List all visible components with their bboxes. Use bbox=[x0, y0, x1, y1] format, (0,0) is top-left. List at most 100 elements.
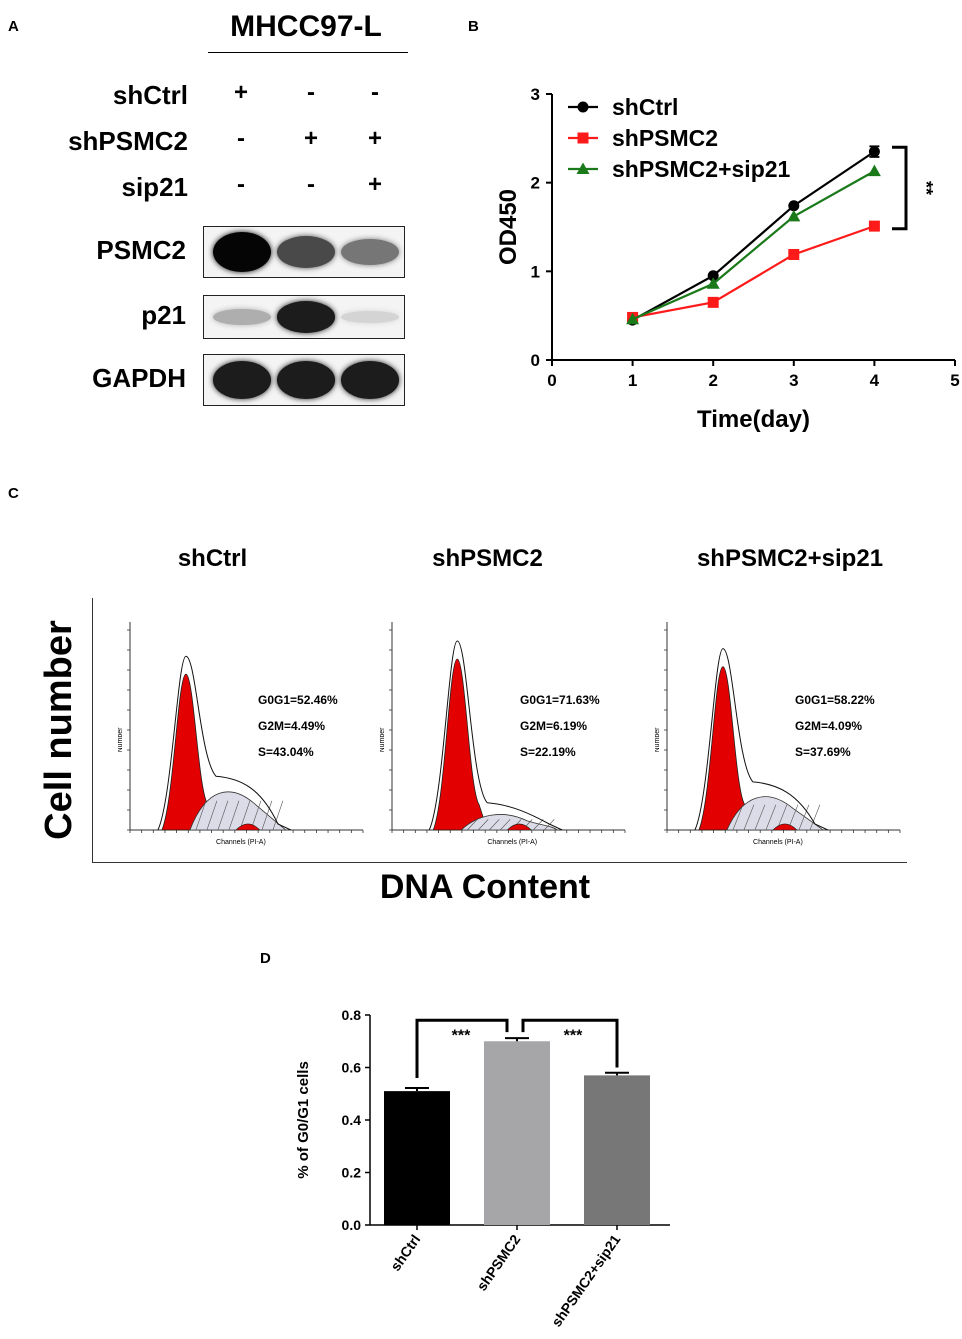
s-phase-area bbox=[460, 814, 559, 831]
s-phase-hatch bbox=[754, 804, 766, 831]
x-tick-label: 0 bbox=[547, 371, 556, 390]
s-phase-hatch bbox=[533, 819, 544, 831]
condition-sign: - bbox=[307, 171, 315, 198]
x-tick-label: shCtrl bbox=[387, 1232, 423, 1274]
significance-label: *** bbox=[452, 1027, 471, 1044]
data-point bbox=[706, 277, 720, 289]
s-phase-hatch bbox=[272, 800, 284, 831]
g0g1-bar-chart: 0.0 0.2 0.4 0.6 0.8 % of G0/G1 cells shCtrl shP… bbox=[295, 1007, 670, 1330]
x-tick-label: 1 bbox=[628, 371, 637, 390]
g0g1-peak bbox=[698, 666, 754, 831]
s-stat: S=22.19% bbox=[520, 745, 576, 759]
y-tick-label: 0 bbox=[531, 351, 540, 370]
data-point bbox=[788, 248, 800, 260]
s-phase-hatch bbox=[228, 800, 240, 831]
panel-label-a: A bbox=[8, 18, 19, 35]
flow-frame-left bbox=[92, 598, 93, 863]
blot-label: PSMC2 bbox=[96, 235, 186, 265]
blot-band bbox=[341, 238, 399, 266]
legend-label: shCtrl bbox=[612, 94, 678, 120]
x-tick-label: 4 bbox=[870, 371, 880, 390]
histogram-outline bbox=[694, 648, 829, 831]
s-phase-hatch bbox=[809, 804, 821, 831]
y-tick-label: 0.6 bbox=[342, 1060, 362, 1076]
condition-label: shCtrl bbox=[112, 80, 188, 110]
series-line bbox=[632, 150, 876, 322]
y-tick-label: 3 bbox=[531, 85, 540, 104]
hist-x-small-label: Channels (PI-A) bbox=[753, 839, 803, 846]
hist-x-small-label: Channels (PI-A) bbox=[216, 839, 266, 846]
flow-x-axis-label: DNA Content bbox=[379, 868, 591, 906]
blot-band bbox=[277, 301, 335, 333]
s-phase-area bbox=[726, 796, 825, 831]
panel-label-d: D bbox=[260, 950, 271, 967]
series-line bbox=[632, 170, 875, 321]
blot-strip bbox=[203, 295, 405, 339]
x-tick-label: shPSMC2 bbox=[473, 1231, 523, 1293]
legend-label: shPSMC2+sip21 bbox=[612, 156, 791, 182]
condition-sign: - bbox=[237, 125, 245, 152]
legend-label: shPSMC2 bbox=[612, 125, 718, 151]
blot-band bbox=[341, 361, 399, 399]
data-point bbox=[787, 209, 801, 222]
significance-label: ** bbox=[916, 181, 936, 195]
condition-sign: + bbox=[303, 125, 318, 152]
y-axis-title: % of G0/G1 cells bbox=[295, 1061, 312, 1179]
x-tick-label: 2 bbox=[708, 371, 717, 390]
g0g1-stat: G0G1=58.22% bbox=[795, 693, 875, 707]
y-tick-label: 0.0 bbox=[342, 1217, 362, 1233]
data-point bbox=[576, 162, 590, 174]
condition-sign: + bbox=[367, 125, 382, 152]
condition-sign: + bbox=[233, 79, 248, 106]
flow-histogram: Channels (PI-A) Number bbox=[118, 622, 364, 846]
data-point bbox=[707, 296, 719, 308]
s-phase-hatch bbox=[217, 800, 229, 831]
y-tick-label: 0.8 bbox=[342, 1007, 362, 1023]
significance-label: *** bbox=[564, 1027, 583, 1044]
s-phase-hatch bbox=[239, 800, 251, 831]
s-stat: S=43.04% bbox=[258, 745, 314, 759]
y-tick-label: 1 bbox=[531, 262, 540, 281]
g2m-peak bbox=[235, 823, 261, 831]
g0g1-peak bbox=[432, 658, 488, 831]
y-tick-label: 2 bbox=[531, 174, 540, 193]
flow-sample-title: shPSMC2+sip21 bbox=[696, 545, 884, 572]
s-phase-hatch bbox=[489, 819, 500, 831]
blot-strip bbox=[203, 226, 405, 278]
flow-histogram: Channels (PI-A) Number bbox=[380, 622, 626, 846]
blot-band bbox=[213, 308, 271, 326]
data-point bbox=[868, 220, 880, 232]
series-line bbox=[632, 225, 875, 319]
condition-label: sip21 bbox=[121, 172, 189, 202]
significance-bracket bbox=[521, 1018, 619, 1068]
s-phase-hatch bbox=[206, 800, 218, 831]
y-tick-label: 0.2 bbox=[342, 1165, 362, 1181]
blot-strip bbox=[203, 354, 405, 406]
g2m-peak bbox=[772, 823, 798, 831]
blot-label: GAPDH bbox=[92, 363, 186, 393]
s-stat: S=37.69% bbox=[795, 745, 851, 759]
data-point bbox=[868, 146, 880, 158]
y-tick-label: 0.4 bbox=[342, 1112, 362, 1128]
histogram-outline bbox=[157, 655, 292, 831]
bar bbox=[584, 1075, 650, 1225]
y-axis-title: OD450 bbox=[495, 189, 522, 265]
blot-band bbox=[277, 236, 335, 268]
g0g1-peak bbox=[161, 673, 217, 831]
g2m-stat: G2M=4.09% bbox=[795, 719, 863, 733]
s-phase-hatch bbox=[732, 804, 744, 831]
data-point bbox=[788, 200, 800, 212]
s-phase-hatch bbox=[798, 804, 810, 831]
condition-sign: + bbox=[367, 171, 382, 198]
significance-bracket bbox=[415, 1018, 509, 1078]
blot-band bbox=[277, 361, 335, 399]
panel-label-c: C bbox=[8, 485, 19, 502]
x-tick-label: 3 bbox=[789, 371, 798, 390]
bar bbox=[484, 1041, 550, 1225]
condition-label: shPSMC2 bbox=[68, 126, 188, 156]
g2m-peak bbox=[506, 823, 532, 831]
panel-label-b: B bbox=[468, 18, 479, 35]
s-phase-hatch bbox=[500, 819, 511, 831]
g2m-stat: G2M=6.19% bbox=[520, 719, 588, 733]
g2m-stat: G2M=4.49% bbox=[258, 719, 326, 733]
